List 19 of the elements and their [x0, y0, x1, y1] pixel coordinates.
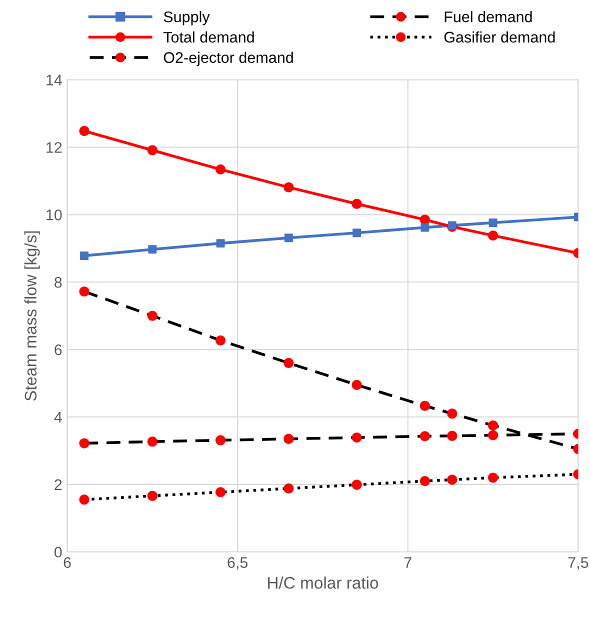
x-tick-label: 6 [64, 557, 71, 568]
y-tick-label: 4 [54, 412, 62, 423]
x-axis-title: H/C molar ratio [268, 576, 378, 589]
x-tick-label: 7 [404, 557, 412, 568]
y-tick-label: 8 [54, 276, 62, 288]
y-tick-label: 12 [46, 142, 62, 153]
y-tick-label: 2 [54, 479, 62, 490]
y-axis-title: Steam mass flow [kg/s] [24, 231, 40, 401]
y-tick-label: 14 [46, 74, 62, 86]
legend-label: Supply [164, 11, 210, 26]
y-tick-label: 10 [46, 210, 62, 220]
legend-label: Gasifier demand [444, 31, 555, 43]
x-tick-label: 7,5 [568, 557, 588, 570]
legend-label: Total demand [163, 31, 254, 43]
legend-label: O2-ejector demand [164, 52, 293, 66]
y-tick-label: 6 [54, 344, 62, 356]
legend-label: Fuel demand [444, 11, 532, 22]
y-tick-label: 0 [54, 546, 62, 558]
x-tick-label: 6,5 [228, 557, 248, 570]
